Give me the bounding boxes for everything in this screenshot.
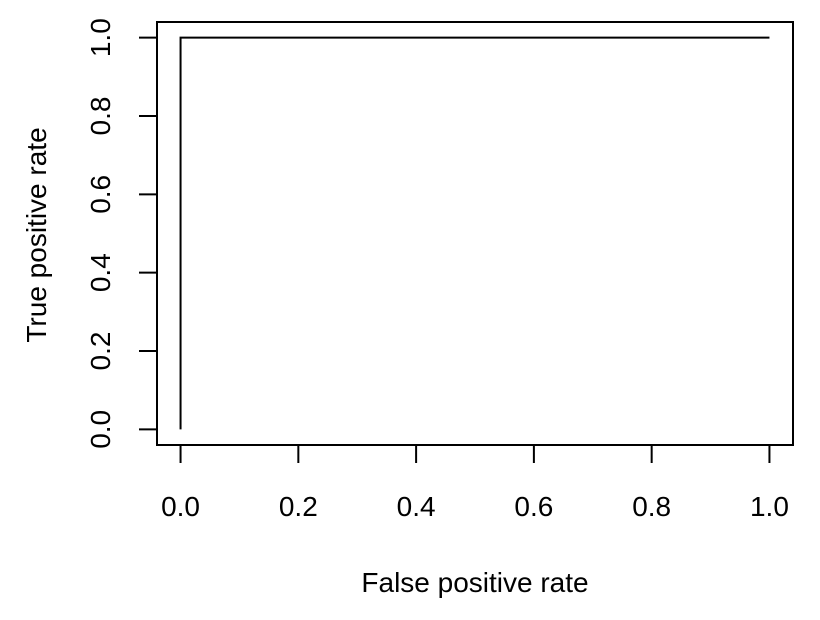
roc-curve xyxy=(179,36,770,430)
y-axis-title: True positive rate xyxy=(21,127,52,342)
plot-frame xyxy=(156,21,794,446)
x-axis: 0.0 0.2 0.4 0.6 0.8 1.0 xyxy=(161,444,789,522)
y-tick-label: 0.6 xyxy=(85,175,116,214)
x-tick-label: 0.4 xyxy=(397,491,436,522)
x-tick-label: 0.2 xyxy=(279,491,318,522)
x-tick-label: 1.0 xyxy=(750,491,789,522)
series-layer xyxy=(179,36,770,430)
y-tick-label: 0.0 xyxy=(85,410,116,449)
y-tick-label: 0.2 xyxy=(85,332,116,371)
x-tick-label: 0.0 xyxy=(161,491,200,522)
y-axis: 0.0 0.2 0.4 0.6 0.8 1.0 xyxy=(85,18,158,449)
x-tick-label: 0.6 xyxy=(514,491,553,522)
y-tick-label: 1.0 xyxy=(85,18,116,57)
y-tick-label: 0.4 xyxy=(85,253,116,292)
x-axis-title: False positive rate xyxy=(361,567,588,598)
x-tick-label: 0.8 xyxy=(632,491,671,522)
y-tick-label: 0.8 xyxy=(85,97,116,136)
